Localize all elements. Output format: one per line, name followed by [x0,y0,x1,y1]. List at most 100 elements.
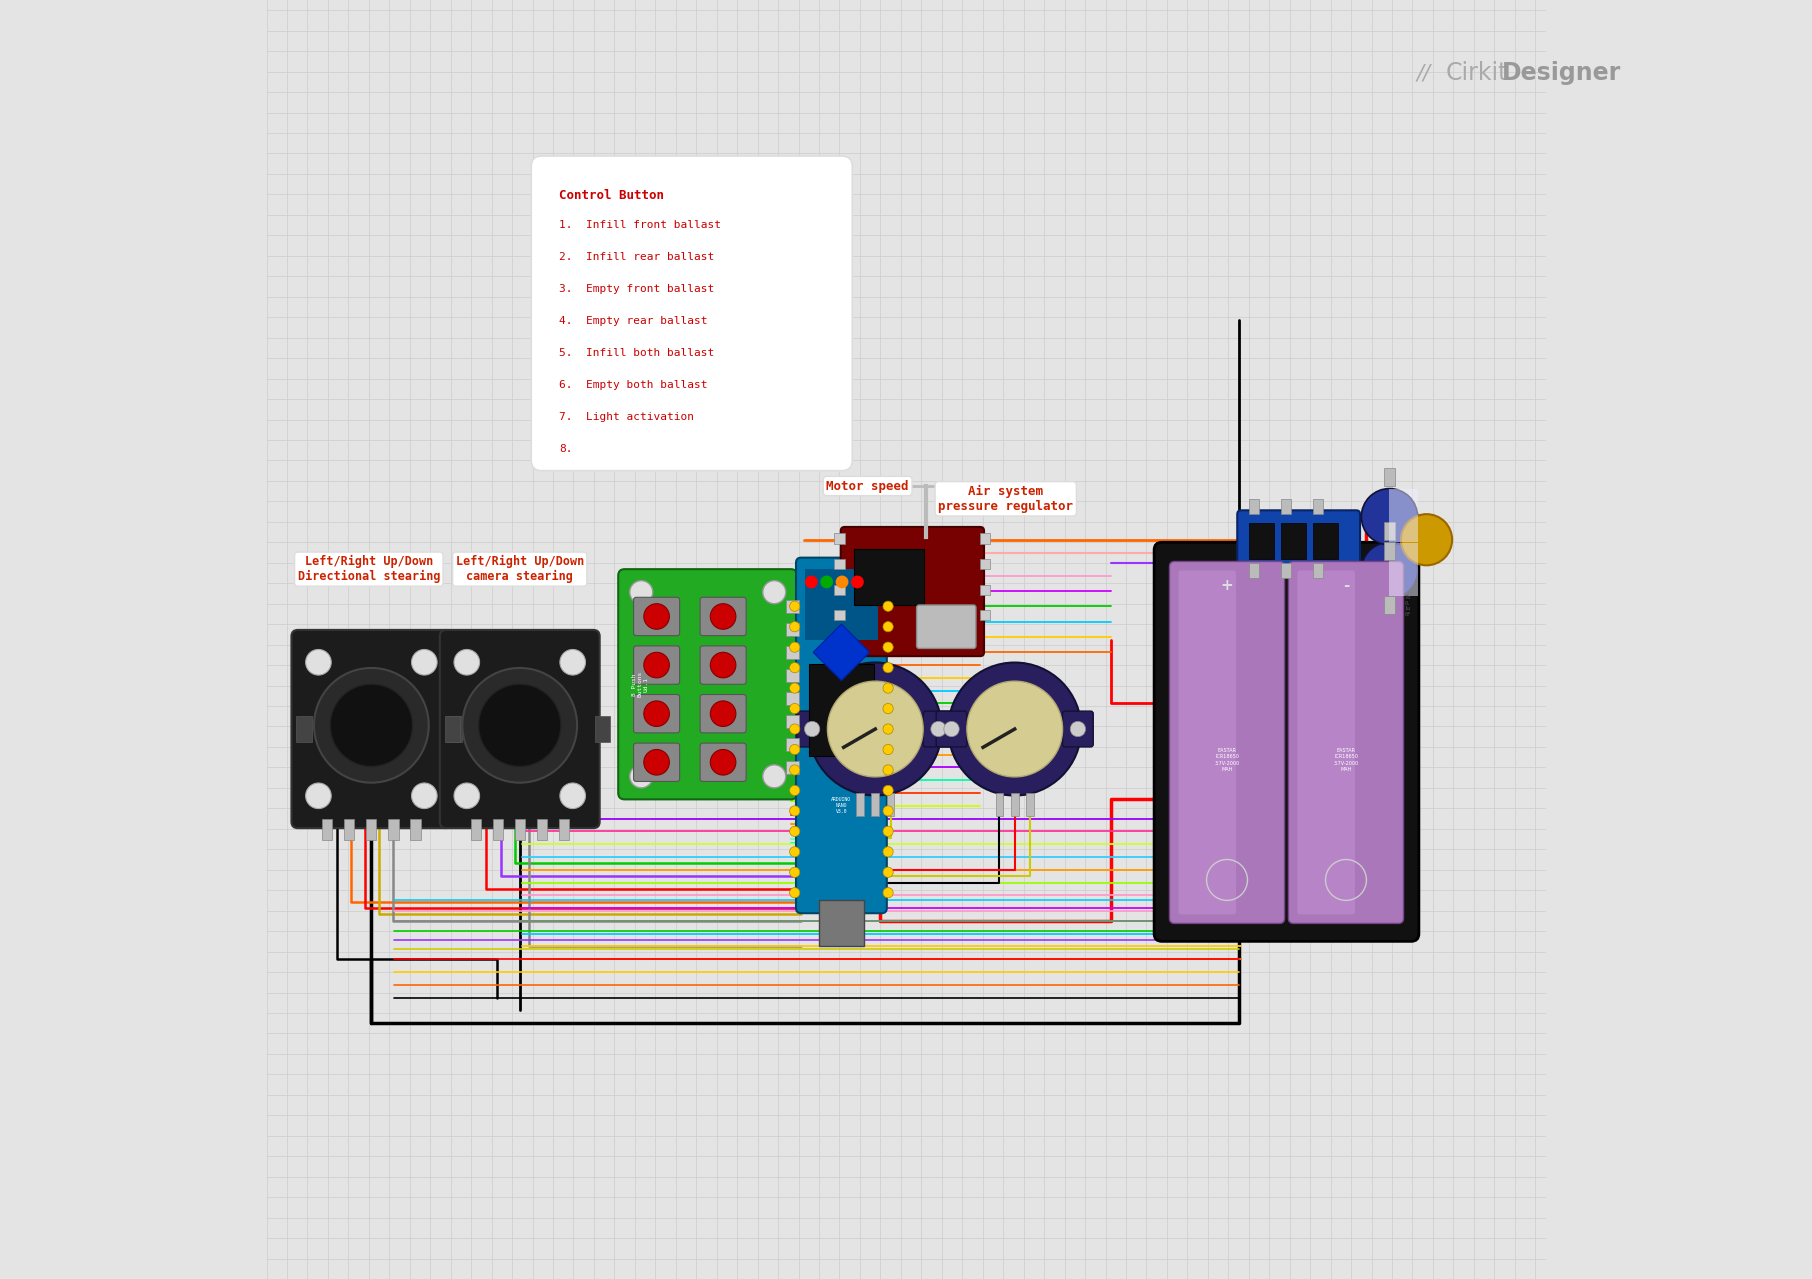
FancyBboxPatch shape [797,711,828,747]
Text: Cirkit: Cirkit [1446,61,1508,86]
Bar [295,716,312,742]
Bar [786,646,799,659]
Circle shape [790,683,799,693]
Circle shape [944,721,959,737]
Bar [786,692,799,705]
Circle shape [882,785,893,796]
Bar [786,761,799,774]
Text: +: + [1221,578,1234,593]
Circle shape [882,847,893,857]
Circle shape [790,601,799,611]
Bar [834,559,844,569]
Circle shape [306,783,332,808]
Text: 7.  Light activation: 7. Light activation [560,412,694,422]
Circle shape [643,604,669,629]
Bar [388,820,399,840]
Bar [1312,563,1323,578]
Circle shape [790,744,799,755]
Circle shape [560,650,585,675]
Bar [995,793,1004,816]
Circle shape [882,744,893,755]
Text: 8.: 8. [560,444,573,454]
Text: 4.  Empty rear ballast: 4. Empty rear ballast [560,316,708,326]
Circle shape [455,783,480,808]
Bar [515,820,525,840]
Circle shape [790,785,799,796]
Text: //: // [1417,64,1430,84]
Bar [1011,793,1018,816]
Circle shape [882,622,893,632]
Text: -: - [1343,578,1350,593]
Circle shape [411,650,437,675]
FancyBboxPatch shape [634,694,680,733]
FancyBboxPatch shape [922,711,953,747]
Bar [444,716,460,742]
Circle shape [1361,489,1417,545]
Bar [1384,542,1395,560]
Circle shape [763,581,786,604]
Bar [1390,489,1417,542]
Bar [834,610,844,620]
Bar [1312,499,1323,514]
Circle shape [478,684,562,766]
Circle shape [790,622,799,632]
Circle shape [631,581,652,604]
FancyBboxPatch shape [634,646,680,684]
Bar [805,569,877,640]
Circle shape [790,703,799,714]
FancyBboxPatch shape [1248,523,1274,559]
Bar [1026,793,1035,816]
Bar [558,820,569,840]
Circle shape [790,642,799,652]
Bar [872,793,879,816]
FancyBboxPatch shape [699,646,747,684]
Bar [471,820,480,840]
Text: Left/Right Up/Down
camera stearing: Left/Right Up/Down camera stearing [455,555,583,583]
Bar [786,738,799,751]
FancyBboxPatch shape [1178,570,1236,914]
Bar [1248,499,1259,514]
Bar [323,820,332,840]
Bar [980,610,991,620]
Circle shape [790,765,799,775]
Bar [1281,499,1290,514]
Text: EASTAR
ICR18650
3.7V-2000
MAH: EASTAR ICR18650 3.7V-2000 MAH [1214,748,1239,771]
FancyBboxPatch shape [531,156,852,471]
Polygon shape [814,624,870,680]
Text: To
0.
1u
0F: To 0. 1u 0F [1404,595,1412,618]
FancyBboxPatch shape [1281,523,1306,559]
Circle shape [790,847,799,857]
Circle shape [710,604,736,629]
Bar [786,623,799,636]
Circle shape [560,783,585,808]
Bar [855,793,864,816]
Circle shape [790,867,799,877]
FancyBboxPatch shape [808,664,873,756]
FancyBboxPatch shape [841,527,984,656]
Text: Designer: Designer [1502,61,1622,86]
Circle shape [882,601,893,611]
Bar [786,600,799,613]
Text: ARDUINO
NANO
V3.0: ARDUINO NANO V3.0 [832,797,852,815]
Text: 6.  Empty both ballast: 6. Empty both ballast [560,380,708,390]
Circle shape [835,576,848,588]
Bar [834,533,844,544]
Circle shape [763,765,786,788]
Circle shape [710,701,736,726]
FancyBboxPatch shape [1154,542,1419,941]
Bar [1390,542,1417,596]
Circle shape [828,682,922,776]
FancyBboxPatch shape [699,597,747,636]
FancyBboxPatch shape [853,549,924,605]
Text: 1.  Infill front ballast: 1. Infill front ballast [560,220,721,230]
FancyBboxPatch shape [1312,523,1339,559]
Circle shape [805,721,819,737]
Circle shape [1071,721,1085,737]
Circle shape [882,826,893,836]
FancyBboxPatch shape [440,631,600,829]
Text: Motor speed: Motor speed [826,480,910,492]
Bar [493,820,502,840]
Text: 3.  Empty front ballast: 3. Empty front ballast [560,284,714,294]
Circle shape [462,668,576,783]
Bar [366,820,377,840]
